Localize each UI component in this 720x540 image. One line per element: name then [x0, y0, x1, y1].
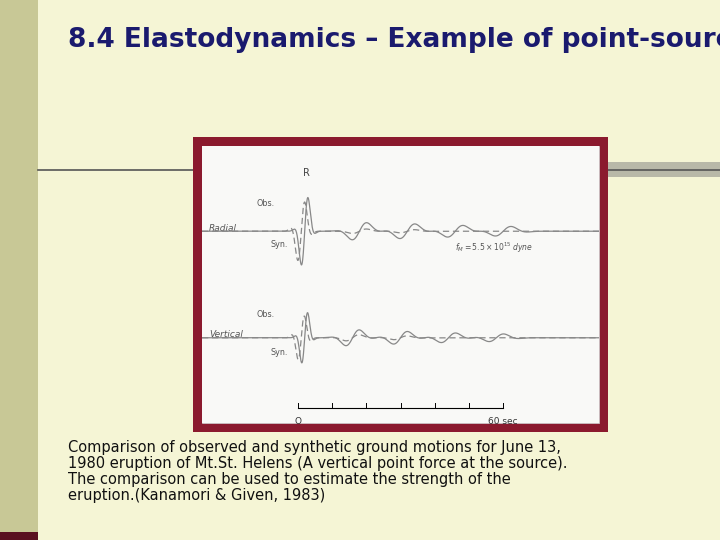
Text: Obs.: Obs.: [257, 199, 275, 208]
Bar: [0, 532, 38, 540]
Text: 8.4 Elastodynamics – Example of point-source: 8.4 Elastodynamics – Example of point-so…: [68, 27, 720, 53]
Text: Obs.: Obs.: [257, 309, 275, 319]
Text: eruption.(Kanamori & Given, 1983): eruption.(Kanamori & Given, 1983): [68, 488, 325, 503]
Text: R: R: [303, 168, 310, 178]
Text: Radial: Radial: [209, 224, 237, 233]
Text: The comparison can be used to estimate the strength of the: The comparison can be used to estimate t…: [68, 472, 510, 487]
Text: 60 sec: 60 sec: [488, 416, 518, 426]
Text: Syn.: Syn.: [271, 240, 288, 249]
Text: Syn.: Syn.: [271, 348, 288, 357]
Bar: [193, 137, 608, 432]
Bar: [202, 146, 599, 423]
Bar: [500, 162, 720, 177]
Text: 1980 eruption of Mt.St. Helens (A vertical point force at the source).: 1980 eruption of Mt.St. Helens (A vertic…: [68, 456, 567, 471]
Text: Vertical: Vertical: [209, 330, 243, 339]
Text: Comparison of observed and synthetic ground motions for June 13,: Comparison of observed and synthetic gro…: [68, 440, 561, 455]
Text: O: O: [294, 416, 302, 426]
Text: $f_M = 5.5 \times 10^{15}$ dyne: $f_M = 5.5 \times 10^{15}$ dyne: [455, 241, 534, 255]
Bar: [0, 0, 38, 540]
